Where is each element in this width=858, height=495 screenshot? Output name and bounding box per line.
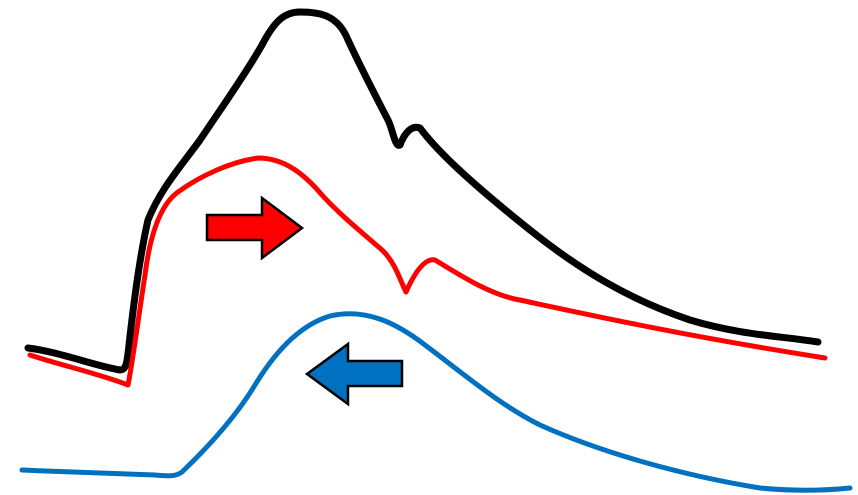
- black-curve: [24, 8, 822, 374]
- blue-curve: [19, 311, 853, 493]
- arrow-left-icon: [304, 341, 404, 407]
- arrow-right-icon: [205, 195, 305, 261]
- red-curve: [27, 155, 828, 388]
